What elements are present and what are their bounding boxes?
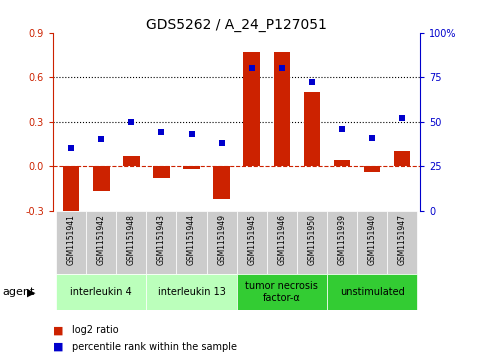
Text: GSM1151941: GSM1151941 — [67, 214, 76, 265]
Bar — [304, 92, 320, 166]
Bar — [237, 274, 327, 310]
Text: percentile rank within the sample: percentile rank within the sample — [72, 342, 238, 352]
Text: ■: ■ — [53, 325, 64, 335]
Bar — [334, 160, 350, 166]
Text: unstimulated: unstimulated — [340, 287, 404, 297]
Text: GSM1151943: GSM1151943 — [157, 214, 166, 265]
Text: GSM1151946: GSM1151946 — [277, 214, 286, 265]
Text: interleukin 4: interleukin 4 — [71, 287, 132, 297]
Text: GSM1151947: GSM1151947 — [398, 214, 407, 265]
Bar — [56, 274, 146, 310]
Bar — [364, 166, 380, 172]
Bar — [297, 211, 327, 274]
Bar — [207, 211, 237, 274]
Text: tumor necrosis
factor-α: tumor necrosis factor-α — [245, 281, 318, 303]
Bar — [183, 166, 200, 169]
Bar — [267, 211, 297, 274]
Text: ■: ■ — [53, 342, 64, 352]
Bar — [116, 211, 146, 274]
Bar — [63, 166, 80, 213]
Bar — [56, 211, 86, 274]
Text: GSM1151948: GSM1151948 — [127, 214, 136, 265]
Bar — [86, 211, 116, 274]
Bar — [357, 211, 387, 274]
Bar — [153, 166, 170, 178]
Bar — [213, 166, 230, 199]
Bar — [387, 211, 417, 274]
Bar — [327, 211, 357, 274]
Text: ▶: ▶ — [27, 287, 35, 297]
Bar — [176, 211, 207, 274]
Text: GSM1151949: GSM1151949 — [217, 214, 226, 265]
Text: log2 ratio: log2 ratio — [72, 325, 119, 335]
Bar — [273, 52, 290, 166]
Bar — [146, 211, 176, 274]
Text: GSM1151940: GSM1151940 — [368, 214, 377, 265]
Text: GSM1151950: GSM1151950 — [307, 214, 316, 265]
Bar — [243, 52, 260, 166]
Text: agent: agent — [2, 287, 35, 297]
Text: GSM1151945: GSM1151945 — [247, 214, 256, 265]
Text: GSM1151942: GSM1151942 — [97, 214, 106, 265]
Bar — [123, 156, 140, 166]
Bar — [327, 274, 417, 310]
Bar — [237, 211, 267, 274]
Text: interleukin 13: interleukin 13 — [157, 287, 226, 297]
Text: GSM1151939: GSM1151939 — [338, 214, 346, 265]
Title: GDS5262 / A_24_P127051: GDS5262 / A_24_P127051 — [146, 18, 327, 32]
Bar — [146, 274, 237, 310]
Text: GSM1151944: GSM1151944 — [187, 214, 196, 265]
Bar — [394, 151, 411, 166]
Bar — [93, 166, 110, 191]
